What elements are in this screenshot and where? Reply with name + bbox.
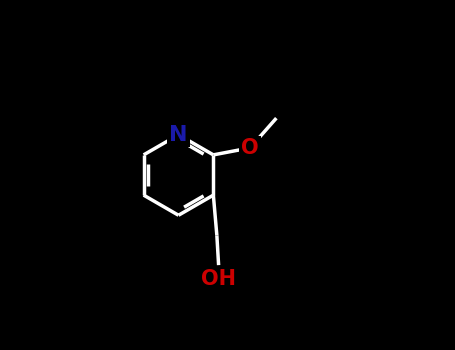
Text: O: O — [241, 138, 259, 158]
Text: N: N — [169, 125, 188, 145]
Text: OH: OH — [201, 269, 236, 289]
